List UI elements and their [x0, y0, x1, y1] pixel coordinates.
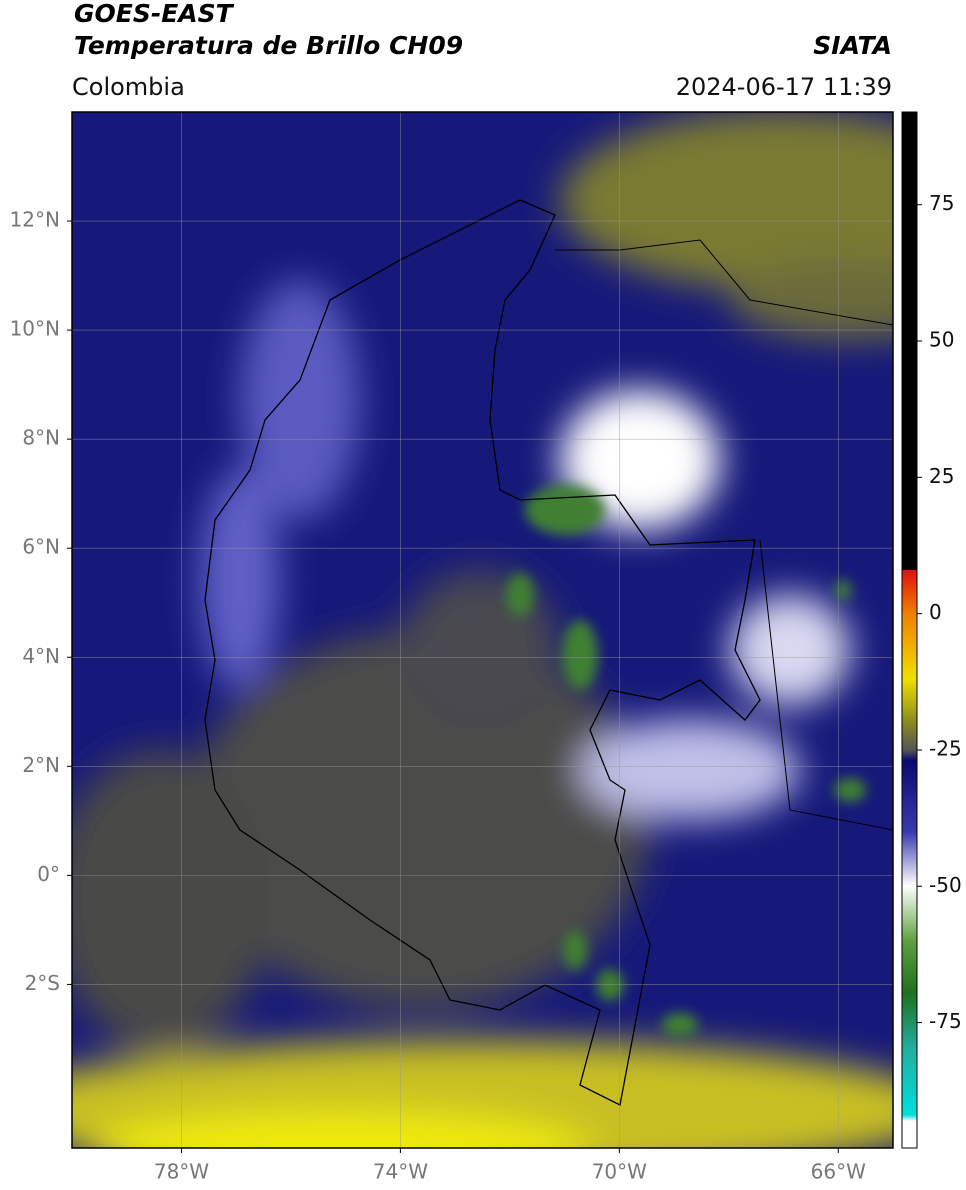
y-tick-label: 10°N: [10, 317, 60, 341]
x-tick-label: 78°W: [154, 1160, 209, 1184]
datetime: 2024-06-17 11:39: [676, 73, 892, 101]
y-tick-label: 4°N: [22, 644, 60, 668]
y-tick-label: 0°: [37, 862, 60, 886]
x-tick-label: 74°W: [373, 1160, 428, 1184]
colorbar: [901, 111, 918, 1149]
y-tick-label: 12°N: [10, 208, 60, 232]
y-tick-label: 2°N: [22, 753, 60, 777]
subtitle: Temperatura de Brillo CH09: [74, 31, 463, 60]
neighbor-borders: [555, 239, 894, 831]
x-tick-label: 70°W: [592, 1160, 647, 1184]
colorbar-tick-label: 0: [929, 600, 942, 624]
title: GOES-EAST: [74, 0, 235, 28]
colorbar-tick-label: 75: [929, 191, 954, 215]
colorbar-tick-label: -25: [929, 736, 962, 760]
satellite-image: [72, 112, 893, 1148]
colorbar-tick-label: 50: [929, 328, 954, 352]
x-tick-label: 66°W: [811, 1160, 866, 1184]
y-tick-label: 8°N: [22, 426, 60, 450]
map-frame: [71, 111, 894, 1149]
country-border: [204, 199, 761, 1106]
colorbar-tick-label: -50: [929, 873, 962, 897]
y-tick-label: 2°S: [25, 971, 60, 995]
y-tick-label: 6°N: [22, 535, 60, 559]
colorbar-tick-label: 25: [929, 464, 954, 488]
region: Colombia: [72, 73, 185, 101]
colorbar-tick-label: -75: [929, 1009, 962, 1033]
grid: [72, 112, 893, 1148]
source: SIATA: [813, 31, 892, 60]
